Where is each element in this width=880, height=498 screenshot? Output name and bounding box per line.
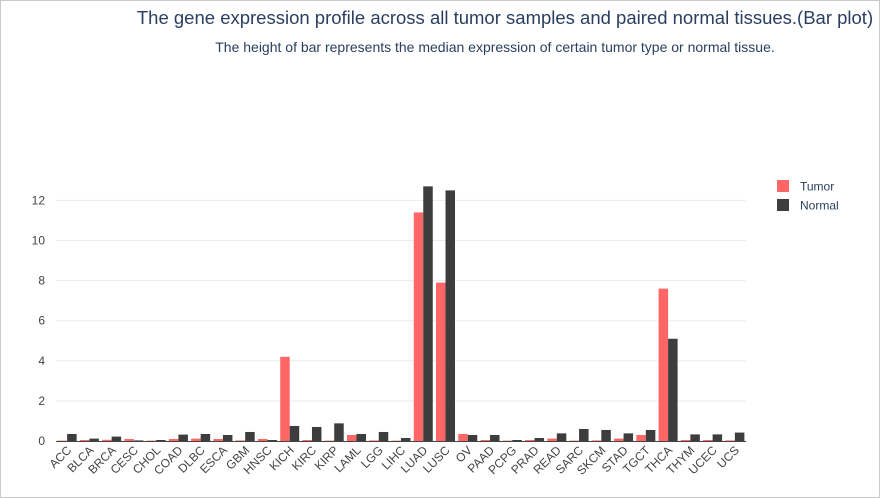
legend[interactable]: Tumor Normal <box>777 180 839 213</box>
bar-normal-kich[interactable] <box>289 425 300 441</box>
bar-tumor-lihc[interactable] <box>391 440 402 442</box>
bar-normal-brca[interactable] <box>111 436 122 441</box>
bar-normal-lgg[interactable] <box>378 431 389 441</box>
bar-tumor-thca[interactable] <box>658 288 669 441</box>
bar-tumor-paad[interactable] <box>480 439 491 441</box>
bar-normal-lihc[interactable] <box>401 437 411 441</box>
y-tick-label: 0 <box>38 434 45 448</box>
bar-normal-esca[interactable] <box>222 434 233 441</box>
bar-tumor-coad[interactable] <box>168 438 179 441</box>
bar-tumor-brca[interactable] <box>102 439 112 441</box>
y-tick-label: 8 <box>38 274 45 288</box>
y-tick-label: 2 <box>38 394 45 408</box>
x-tick-label: UCS <box>714 443 742 471</box>
bar-normal-hnsc[interactable] <box>267 439 277 441</box>
bar-normal-dlbc[interactable] <box>200 433 211 441</box>
bar-normal-tgct[interactable] <box>645 429 656 441</box>
bar-normal-skcm[interactable] <box>601 429 611 441</box>
bar-normal-chol[interactable] <box>156 439 166 441</box>
x-axis: ACCBLCABRCACESCCHOLCOADDLBCESCAGBMHNSCKI… <box>46 441 746 478</box>
y-axis: 0 2 4 6 8 10 12 <box>32 193 46 448</box>
x-tick-label: LGG <box>358 443 386 471</box>
bar-tumor-dlbc[interactable] <box>191 438 201 441</box>
bar-normal-luad[interactable] <box>423 186 433 441</box>
bar-tumor-hnsc[interactable] <box>257 438 268 441</box>
bar-tumor-stad[interactable] <box>614 438 624 441</box>
bar-tumor-luad[interactable] <box>413 212 424 441</box>
bar-tumor-kich[interactable] <box>280 356 290 441</box>
legend-label-normal[interactable]: Normal <box>800 199 839 213</box>
bar-tumor-acc[interactable] <box>57 440 68 442</box>
legend-swatch-normal[interactable] <box>777 199 789 211</box>
bar-normal-acc[interactable] <box>67 433 77 441</box>
y-tick-label: 4 <box>38 354 45 368</box>
bar-tumor-chol[interactable] <box>146 440 157 442</box>
bar-tumor-cesc[interactable] <box>124 438 134 441</box>
bar-normal-prad[interactable] <box>534 437 545 441</box>
y-tick-label: 6 <box>38 314 45 328</box>
bar-tumor-tgct[interactable] <box>636 434 646 441</box>
bar-tumor-sarc[interactable] <box>569 440 580 442</box>
bar-normal-sarc[interactable] <box>579 428 589 441</box>
bar-tumor-thym[interactable] <box>680 439 691 441</box>
bar-normal-gbm[interactable] <box>245 431 255 441</box>
bar-normal-lusc[interactable] <box>445 190 456 441</box>
bar-normal-ov[interactable] <box>467 434 478 441</box>
y-tick-label: 12 <box>32 193 46 207</box>
x-tick-label: KIRC <box>289 443 319 473</box>
bar-normal-paad[interactable] <box>490 434 500 441</box>
bar-tumor-laml[interactable] <box>346 434 357 441</box>
y-tick-label: 10 <box>32 234 46 248</box>
bar-normal-coad[interactable] <box>178 434 188 441</box>
bar-normal-thym[interactable] <box>690 434 700 441</box>
bar-tumor-ov[interactable] <box>458 433 468 441</box>
bar-normal-kirp[interactable] <box>334 423 344 441</box>
bar-normal-kirc[interactable] <box>311 426 322 441</box>
bar-tumor-lusc[interactable] <box>436 282 446 441</box>
bar-tumor-ucec[interactable] <box>703 439 713 441</box>
bar-tumor-ucs[interactable] <box>725 440 735 441</box>
gridlines <box>56 199 746 402</box>
bar-tumor-lgg[interactable] <box>369 440 379 441</box>
bar-tumor-kirp[interactable] <box>324 440 335 442</box>
bar-tumor-gbm[interactable] <box>235 440 246 441</box>
bar-normal-pcpg[interactable] <box>512 439 522 441</box>
chart-title: The gene expression profile across all t… <box>136 7 874 28</box>
bar-tumor-read[interactable] <box>547 438 557 441</box>
bar-tumor-esca[interactable] <box>213 438 223 441</box>
bar-normal-ucec[interactable] <box>712 434 723 441</box>
bar-normal-blca[interactable] <box>89 438 99 441</box>
bar-tumor-pcpg[interactable] <box>502 440 513 442</box>
bar-normal-stad[interactable] <box>623 433 634 441</box>
legend-label-tumor[interactable]: Tumor <box>800 180 834 194</box>
bar-tumor-skcm[interactable] <box>591 440 602 441</box>
legend-swatch-tumor[interactable] <box>777 180 789 192</box>
bar-tumor-kirc[interactable] <box>302 439 312 441</box>
x-tick-label: KICH <box>267 443 297 473</box>
bar-tumor-prad[interactable] <box>525 439 535 441</box>
bar-normal-read[interactable] <box>556 433 567 441</box>
bar-normal-cesc[interactable] <box>133 440 144 441</box>
bar-tumor-blca[interactable] <box>79 439 90 441</box>
bars <box>57 186 745 442</box>
bar-normal-ucs[interactable] <box>734 432 745 441</box>
bar-normal-thca[interactable] <box>668 338 678 441</box>
chart-subtitle: The height of bar represents the median … <box>215 39 775 55</box>
bar-normal-laml[interactable] <box>356 433 366 441</box>
